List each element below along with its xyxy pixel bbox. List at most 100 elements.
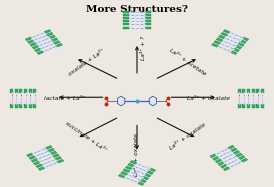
Polygon shape — [240, 40, 247, 44]
Polygon shape — [10, 104, 13, 108]
Polygon shape — [51, 38, 58, 42]
Polygon shape — [117, 96, 125, 106]
Text: La³⁺ + acetate: La³⁺ + acetate — [169, 48, 207, 77]
Text: La³⁺ + ?: La³⁺ + ? — [141, 36, 146, 60]
Polygon shape — [252, 89, 255, 93]
Polygon shape — [118, 174, 125, 178]
Polygon shape — [242, 89, 245, 93]
Text: succinate + La³⁺: succinate + La³⁺ — [65, 120, 108, 153]
Polygon shape — [29, 89, 32, 93]
Polygon shape — [137, 182, 144, 186]
Polygon shape — [31, 158, 38, 162]
Polygon shape — [256, 89, 259, 93]
Polygon shape — [261, 104, 264, 108]
Polygon shape — [149, 168, 156, 172]
Polygon shape — [33, 89, 36, 93]
Polygon shape — [218, 162, 224, 166]
Polygon shape — [230, 51, 237, 55]
Polygon shape — [242, 37, 249, 41]
Polygon shape — [29, 156, 36, 160]
Polygon shape — [236, 153, 242, 157]
Polygon shape — [238, 156, 245, 160]
Polygon shape — [261, 89, 264, 93]
Polygon shape — [32, 45, 39, 49]
Text: More Structures?: More Structures? — [86, 5, 188, 14]
Text: La³⁺ + oxalate: La³⁺ + oxalate — [169, 122, 207, 151]
Polygon shape — [47, 32, 53, 36]
Polygon shape — [233, 150, 240, 154]
Polygon shape — [130, 160, 137, 164]
Polygon shape — [45, 145, 52, 149]
Polygon shape — [38, 167, 45, 171]
Polygon shape — [241, 158, 248, 162]
Polygon shape — [123, 169, 130, 173]
Polygon shape — [56, 43, 62, 47]
Polygon shape — [53, 154, 59, 158]
Polygon shape — [48, 148, 55, 152]
Polygon shape — [33, 104, 36, 108]
Polygon shape — [238, 42, 244, 46]
Polygon shape — [36, 164, 42, 168]
Polygon shape — [233, 48, 239, 52]
Polygon shape — [15, 89, 18, 93]
Polygon shape — [55, 157, 62, 160]
Polygon shape — [123, 23, 129, 25]
Polygon shape — [144, 173, 151, 177]
Polygon shape — [145, 17, 151, 19]
Polygon shape — [15, 104, 18, 108]
Polygon shape — [57, 159, 64, 163]
Polygon shape — [53, 41, 60, 44]
Polygon shape — [145, 14, 151, 16]
Polygon shape — [121, 171, 127, 175]
Polygon shape — [145, 20, 151, 22]
Polygon shape — [10, 89, 13, 93]
Polygon shape — [256, 104, 259, 108]
Polygon shape — [35, 48, 41, 52]
Polygon shape — [223, 30, 230, 33]
Polygon shape — [252, 104, 255, 108]
Polygon shape — [25, 37, 32, 41]
Polygon shape — [30, 42, 36, 46]
Polygon shape — [145, 23, 151, 25]
Polygon shape — [221, 32, 227, 36]
Polygon shape — [123, 17, 129, 19]
Polygon shape — [123, 20, 129, 22]
Polygon shape — [123, 14, 129, 16]
Polygon shape — [145, 27, 151, 29]
Polygon shape — [238, 89, 241, 93]
Polygon shape — [27, 40, 34, 44]
Polygon shape — [214, 41, 221, 44]
Polygon shape — [228, 145, 234, 149]
Polygon shape — [128, 163, 134, 167]
Polygon shape — [27, 153, 33, 157]
Polygon shape — [123, 11, 129, 13]
Polygon shape — [215, 159, 222, 163]
Polygon shape — [145, 11, 151, 13]
Polygon shape — [140, 179, 146, 183]
Polygon shape — [123, 27, 129, 29]
Polygon shape — [238, 104, 241, 108]
Polygon shape — [247, 104, 250, 108]
Polygon shape — [221, 164, 227, 168]
Polygon shape — [19, 89, 22, 93]
Polygon shape — [218, 35, 225, 39]
Polygon shape — [29, 104, 32, 108]
Polygon shape — [49, 35, 56, 39]
Polygon shape — [50, 151, 57, 155]
Polygon shape — [44, 30, 51, 33]
Text: La³⁺ + oxalate: La³⁺ + oxalate — [135, 133, 139, 176]
Polygon shape — [147, 171, 153, 174]
Polygon shape — [213, 156, 219, 160]
Polygon shape — [24, 89, 27, 93]
Polygon shape — [247, 89, 250, 93]
Polygon shape — [142, 176, 149, 180]
Polygon shape — [242, 104, 245, 108]
Polygon shape — [212, 43, 218, 47]
Polygon shape — [19, 104, 22, 108]
Text: La³⁺ + oxalate: La³⁺ + oxalate — [187, 96, 230, 101]
Polygon shape — [149, 96, 157, 106]
Polygon shape — [125, 166, 132, 170]
Polygon shape — [24, 104, 27, 108]
Polygon shape — [223, 167, 230, 171]
Text: oxalate + La³⁺: oxalate + La³⁺ — [67, 48, 105, 77]
